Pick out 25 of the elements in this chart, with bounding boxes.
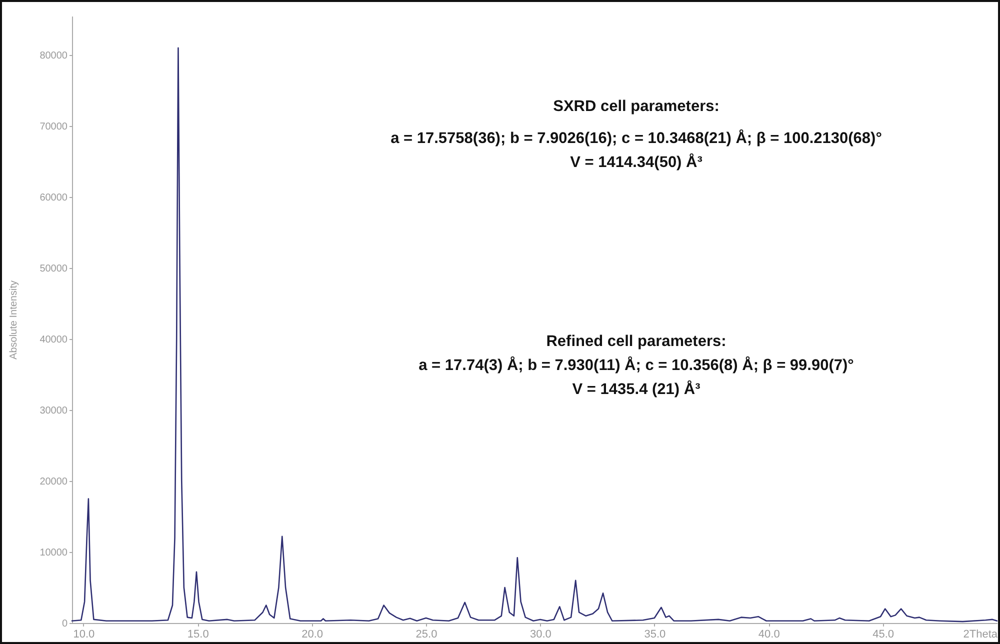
x-tick-label: 25.0 <box>416 628 438 640</box>
x-tick-label: 20.0 <box>302 628 324 640</box>
x-axis-title: 2Theta <box>963 628 998 640</box>
y-tick-label: 10000 <box>40 548 68 559</box>
x-tick-label: 45.0 <box>872 628 894 640</box>
x-tick-label: 10.0 <box>73 628 95 640</box>
x-tick-label: 35.0 <box>644 628 666 640</box>
y-tick-label: 20000 <box>40 476 68 488</box>
y-tick-label: 40000 <box>40 334 68 346</box>
y-tick-label: 0 <box>62 618 68 630</box>
annotation: V = 1414.34(50) Å³ <box>570 153 702 171</box>
annotation: V = 1435.4 (21) Å³ <box>572 380 700 398</box>
annotation: a = 17.5758(36); b = 7.9026(16); c = 10.3468(21) Å; β = 100.2130(68)° <box>390 129 882 147</box>
y-tick-label: 30000 <box>40 406 68 417</box>
y-tick-label: 50000 <box>40 264 68 275</box>
y-axis-title: Absolute Intensity <box>8 280 20 360</box>
y-tick-label: 70000 <box>40 122 68 133</box>
annotation: Refined cell parameters: <box>546 333 726 350</box>
x-tick-label: 30.0 <box>530 628 552 640</box>
y-tick-label: 60000 <box>40 192 68 204</box>
annotation: SXRD cell parameters: <box>553 98 720 115</box>
annotation: a = 17.74(3) Å; b = 7.930(11) Å; c = 10.356(8) Å; β = 99.90(7)° <box>418 356 854 374</box>
x-tick-label: 40.0 <box>758 628 780 640</box>
x-tick-label: 15.0 <box>187 628 209 640</box>
y-tick-label: 80000 <box>40 50 68 62</box>
